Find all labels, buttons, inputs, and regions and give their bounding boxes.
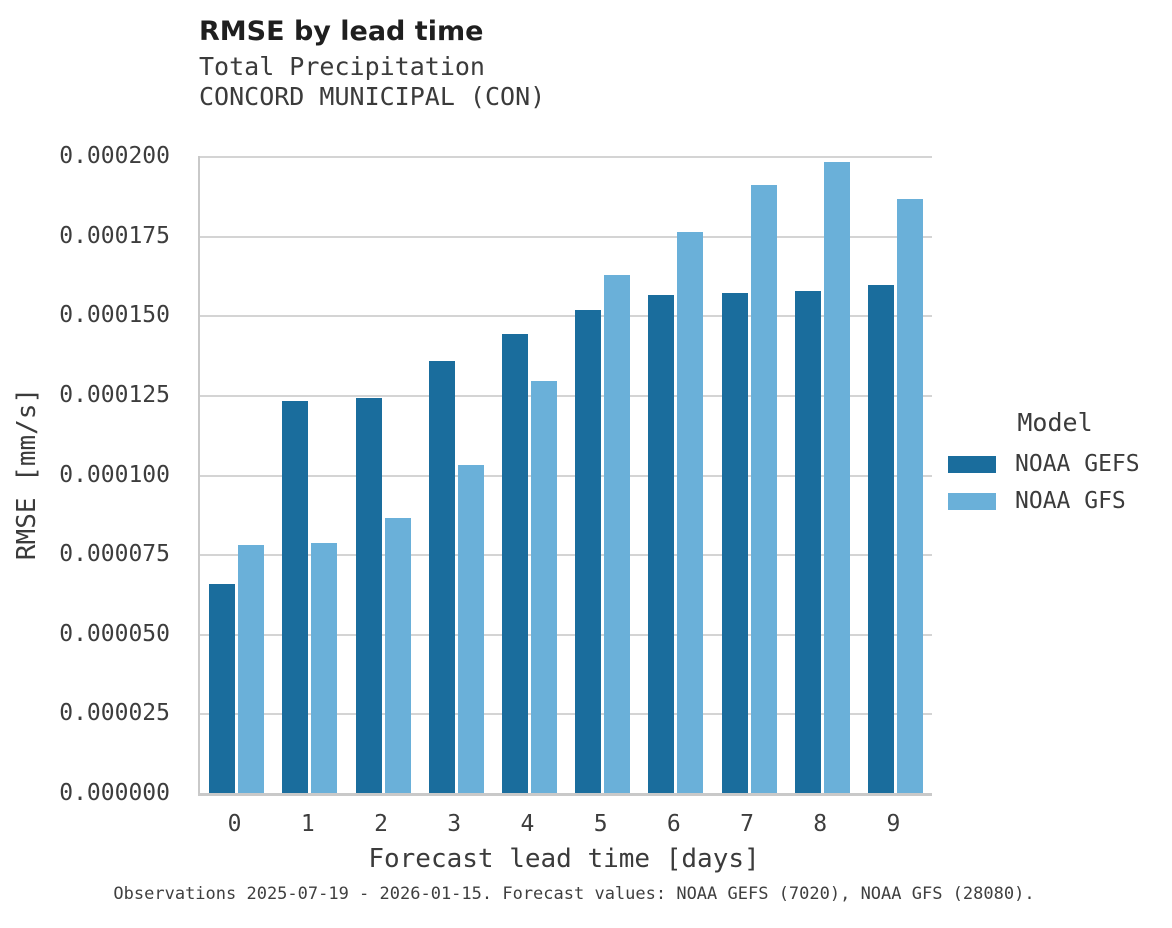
- gridline-0.000025: [200, 713, 932, 716]
- bar-noaa-gefs-8: [794, 291, 821, 793]
- gridline-0.000150: [200, 315, 932, 318]
- bar-group-9: [859, 156, 932, 793]
- bar-group-7: [712, 156, 785, 793]
- legend-swatch-noaa-gefs: [948, 455, 996, 473]
- bar-noaa-gefs-7: [721, 292, 748, 793]
- legend-label-noaa-gfs: NOAA GFS: [1015, 488, 1126, 514]
- ytick-label-0.000100: 0.000100: [59, 461, 170, 488]
- chart-title: RMSE by lead time: [199, 16, 484, 47]
- xtick-label-7: 7: [740, 811, 754, 837]
- gridline-0.000075: [200, 554, 932, 557]
- bar-group-2: [346, 156, 419, 793]
- bar-noaa-gfs-0: [238, 544, 265, 793]
- xtick-label-8: 8: [813, 811, 828, 837]
- ytick-label-0.000050: 0.000050: [59, 620, 170, 647]
- xtick-label-9: 9: [886, 811, 901, 837]
- x-axis-title: Forecast lead time [days]: [368, 844, 760, 874]
- bar-noaa-gefs-3: [428, 361, 455, 793]
- bar-noaa-gefs-4: [501, 334, 528, 793]
- xtick-label-5: 5: [593, 811, 608, 837]
- legend: Model NOAA GEFS NOAA GFS: [948, 408, 1162, 525]
- gridline-0.000100: [200, 474, 932, 477]
- ytick-label-0.000200: 0.000200: [59, 143, 170, 169]
- bar-group-8: [786, 156, 859, 793]
- bar-noaa-gfs-2: [384, 517, 411, 793]
- ytick-label-0.000125: 0.000125: [59, 381, 170, 408]
- gridline-0.000050: [200, 633, 932, 636]
- bar-group-4: [493, 156, 566, 793]
- xtick-label-2: 2: [374, 811, 388, 837]
- caption: Observations 2025-07-19 - 2026-01-15. Fo…: [113, 884, 1035, 904]
- bar-noaa-gfs-6: [677, 232, 704, 793]
- legend-title: Model: [1017, 408, 1093, 437]
- bars-row: [200, 156, 932, 793]
- plot-area: [198, 156, 932, 796]
- legend-entry-noaa-gfs: NOAA GFS: [948, 488, 1162, 514]
- bar-noaa-gefs-6: [648, 294, 675, 793]
- bar-noaa-gefs-1: [282, 401, 309, 793]
- legend-label-noaa-gefs: NOAA GEFS: [1015, 451, 1140, 477]
- bar-group-5: [566, 156, 639, 793]
- xtick-label-6: 6: [666, 811, 681, 837]
- ytick-label-0.000150: 0.000150: [59, 302, 170, 329]
- ytick-label-0.000075: 0.000075: [59, 541, 170, 568]
- xtick-label-3: 3: [447, 811, 462, 837]
- legend-entry-noaa-gefs: NOAA GEFS: [948, 451, 1162, 477]
- bar-noaa-gfs-4: [530, 380, 557, 793]
- bar-group-6: [639, 156, 712, 793]
- x-axis-tick-labels: 0 1 2 3 4 5 6 7 8 9: [198, 810, 930, 838]
- bar-group-3: [420, 156, 493, 793]
- bar-noaa-gfs-5: [604, 275, 631, 793]
- chart-subtitle-variable: Total Precipitation: [199, 52, 485, 81]
- chart-subtitle-station: CONCORD MUNICIPAL (CON): [199, 82, 546, 111]
- gridline-0.000200: [200, 156, 932, 158]
- bar-noaa-gfs-7: [750, 184, 777, 793]
- bar-group-1: [273, 156, 346, 793]
- ytick-label-0.000000: 0.000000: [59, 780, 170, 806]
- ytick-label-0.000175: 0.000175: [59, 222, 170, 249]
- bar-noaa-gefs-5: [575, 310, 602, 793]
- bar-noaa-gfs-8: [823, 162, 850, 793]
- bar-noaa-gfs-9: [896, 199, 923, 793]
- xtick-label-1: 1: [300, 811, 315, 837]
- bar-noaa-gefs-9: [867, 285, 894, 793]
- legend-swatch-noaa-gfs: [948, 492, 996, 510]
- bar-noaa-gfs-3: [457, 464, 484, 793]
- legend-entries: NOAA GEFS NOAA GFS: [948, 451, 1162, 514]
- bar-noaa-gfs-1: [311, 542, 338, 793]
- bar-group-0: [200, 156, 273, 793]
- ytick-label-0.000025: 0.000025: [59, 700, 170, 727]
- gridline-0.000125: [200, 394, 932, 397]
- bar-noaa-gefs-2: [355, 398, 382, 793]
- xtick-label-4: 4: [520, 811, 535, 837]
- bar-noaa-gefs-0: [209, 584, 236, 793]
- gridline-0.000175: [200, 235, 932, 238]
- xtick-label-0: 0: [227, 811, 242, 837]
